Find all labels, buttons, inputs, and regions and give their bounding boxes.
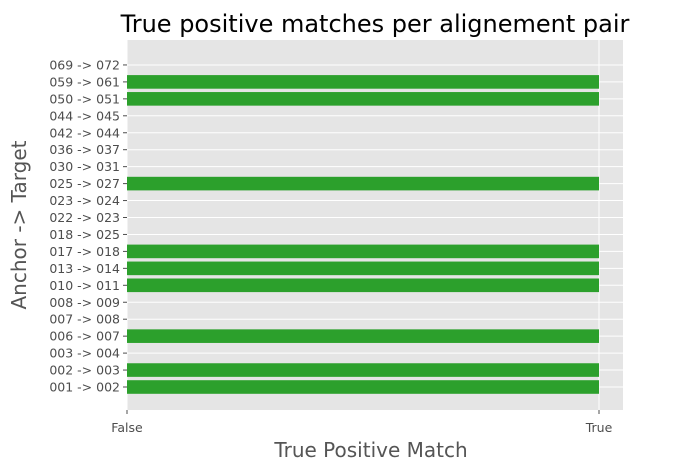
y-tick-label: 036 -> 037 (49, 142, 120, 157)
y-tick-labels: 001 -> 002 002 -> 003 003 -> 004 006 -> 007… (49, 57, 127, 395)
y-tick-label: 069 -> 072 (49, 57, 120, 72)
y-tick-label: 025 -> 027 (49, 176, 120, 191)
y-tick-label: 059 -> 061 (49, 74, 120, 89)
bar (127, 329, 599, 343)
y-tick-label: 013 -> 014 (49, 261, 120, 276)
y-tick-label: 018 -> 025 (49, 227, 120, 242)
x-tick-labels: False True (111, 410, 613, 435)
bar (127, 75, 599, 89)
y-tick-label: 010 -> 011 (49, 278, 120, 293)
bar (127, 92, 599, 106)
y-tick-label: 006 -> 007 (49, 329, 120, 344)
y-tick-label: 003 -> 004 (49, 346, 120, 361)
y-tick-label: 050 -> 051 (49, 91, 120, 106)
bar (127, 278, 599, 293)
y-axis-label: Anchor -> Target (7, 140, 31, 309)
y-tick-label: 001 -> 002 (49, 380, 120, 395)
y-tick-label: 022 -> 023 (49, 210, 120, 225)
bar (127, 244, 599, 259)
y-tick-label: 007 -> 008 (49, 312, 120, 327)
y-tick-label: 044 -> 045 (49, 108, 120, 123)
bar (127, 363, 599, 377)
y-tick-label: 002 -> 003 (49, 363, 120, 378)
bar (127, 261, 599, 276)
bars (127, 75, 599, 394)
y-tick-label: 017 -> 018 (49, 244, 120, 259)
x-tick-label: False (111, 420, 143, 435)
bar (127, 176, 599, 191)
chart-title: True positive matches per alignement pai… (120, 10, 630, 38)
y-tick-label: 008 -> 009 (49, 295, 120, 310)
x-tick-label: True (585, 420, 613, 435)
y-tick-label: 030 -> 031 (49, 159, 120, 174)
x-axis-label: True Positive Match (273, 438, 467, 462)
bar (127, 380, 599, 394)
y-tick-label: 042 -> 044 (49, 125, 120, 140)
y-tick-label: 023 -> 024 (49, 193, 120, 208)
